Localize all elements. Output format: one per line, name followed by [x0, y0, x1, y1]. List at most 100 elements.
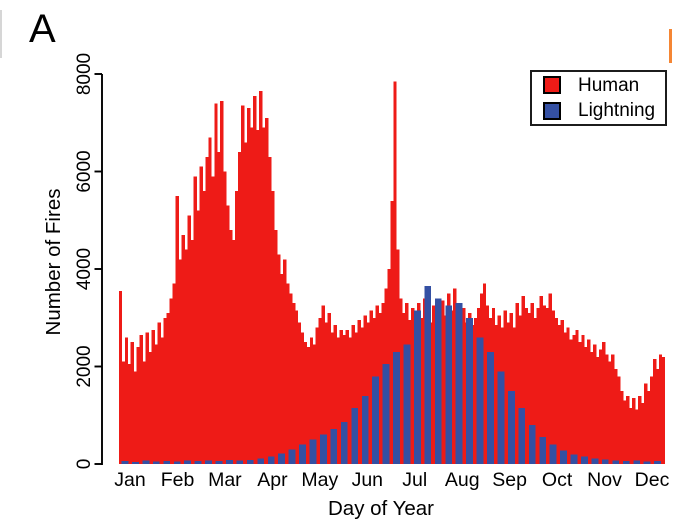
human-bar	[363, 315, 367, 464]
human-bar	[572, 334, 576, 464]
x-tick-label-sep: Sep	[492, 469, 527, 491]
lightning-bar	[267, 456, 275, 464]
human-bar	[637, 395, 642, 464]
lightning-bar	[643, 461, 651, 464]
human-bar	[563, 332, 567, 465]
y-tick-label: 2000	[74, 345, 95, 387]
x-tick-label-dec: Dec	[635, 469, 670, 491]
human-bar	[235, 191, 239, 464]
lightning-bar	[372, 376, 379, 464]
human-bar	[148, 351, 153, 465]
lightning-bar	[121, 461, 129, 464]
x-tick-label-apr: Apr	[257, 469, 288, 491]
human-bar	[494, 325, 499, 464]
human-bar	[220, 100, 224, 464]
human-bar	[169, 298, 173, 464]
lightning-bar	[612, 460, 620, 464]
human-bar	[557, 325, 561, 464]
human-bar	[250, 127, 254, 465]
human-bar	[160, 337, 164, 464]
x-tick-label-jan: Jan	[114, 469, 145, 491]
human-bar	[285, 283, 290, 465]
human-bar	[118, 290, 123, 464]
human-bar	[655, 368, 660, 464]
human-bar	[608, 361, 612, 465]
human-bar	[211, 176, 215, 465]
x-month-labels: Jan Feb Mar Apr May Jun Jul Aug Sep Oct Nov Dec	[114, 469, 669, 491]
lightning-bar	[424, 286, 432, 464]
human-bar	[121, 361, 126, 465]
human-bar	[124, 337, 129, 464]
human-bar	[646, 390, 651, 465]
lightning-bar	[319, 434, 327, 464]
human-bar	[629, 407, 633, 464]
lightning-bar	[591, 458, 599, 464]
human-bar	[127, 364, 132, 464]
human-bar	[273, 230, 278, 464]
human-bar	[157, 322, 161, 465]
human-bar	[315, 327, 320, 464]
lightning-bar	[622, 461, 630, 464]
human-bar	[303, 342, 308, 465]
human-bar	[333, 325, 338, 464]
lightning-bar	[382, 364, 390, 464]
human-bar	[658, 354, 663, 464]
human-bar	[336, 337, 340, 464]
human-bar	[623, 400, 627, 465]
human-bar	[321, 305, 326, 464]
human-bar	[649, 376, 654, 464]
lightning-bar	[413, 310, 421, 464]
human-bar	[461, 308, 466, 464]
x-tick-label-mar: Mar	[208, 469, 242, 491]
human-bar	[247, 108, 251, 465]
human-bar	[473, 317, 478, 464]
lightning-bar	[299, 444, 306, 464]
lightning-bar	[361, 395, 369, 464]
human-bar	[330, 332, 335, 465]
human-bar	[345, 329, 349, 464]
human-bar	[244, 142, 248, 464]
lightning-bar	[132, 461, 139, 464]
human-bar	[354, 332, 358, 465]
human-bar	[509, 312, 514, 465]
human-bar	[342, 334, 346, 464]
human-bar	[199, 166, 203, 465]
human-bar	[193, 176, 197, 465]
human-bar	[420, 317, 424, 464]
human-bar	[208, 137, 212, 465]
human-bar	[327, 312, 332, 465]
human-bar	[652, 359, 657, 464]
x-tick-label-aug: Aug	[445, 469, 480, 491]
human-bar	[643, 383, 648, 464]
human-bar	[411, 308, 415, 464]
human-bar	[640, 403, 645, 464]
lightning-bar	[403, 344, 411, 464]
lightning-bar	[288, 449, 296, 465]
legend-item-lightning: Lightning	[532, 99, 665, 123]
legend-label-lightning: Lightning	[578, 100, 656, 122]
human-bar	[357, 320, 361, 464]
y-tick-label: 4000	[74, 248, 95, 290]
lightning-bar	[393, 351, 400, 465]
lightning-bar	[340, 422, 348, 464]
human-bar	[318, 317, 323, 464]
human-bar	[205, 156, 209, 465]
human-bar	[232, 239, 236, 464]
human-bar	[482, 283, 487, 465]
human-bar	[551, 310, 555, 464]
y-tick-label: 6000	[74, 150, 95, 192]
lightning-bar	[330, 428, 338, 464]
y-axis	[94, 73, 103, 465]
lightning-bar	[205, 460, 212, 464]
human-bar	[566, 327, 570, 464]
human-bar	[279, 273, 284, 465]
human-bar	[130, 342, 135, 465]
human-bar	[265, 117, 269, 465]
human-bar	[399, 298, 403, 464]
human-bar	[617, 376, 621, 464]
human-bar	[351, 325, 355, 464]
human-bar	[151, 329, 156, 464]
human-bar	[578, 342, 582, 465]
lightning-bar	[194, 461, 202, 464]
human-bar	[620, 390, 624, 465]
